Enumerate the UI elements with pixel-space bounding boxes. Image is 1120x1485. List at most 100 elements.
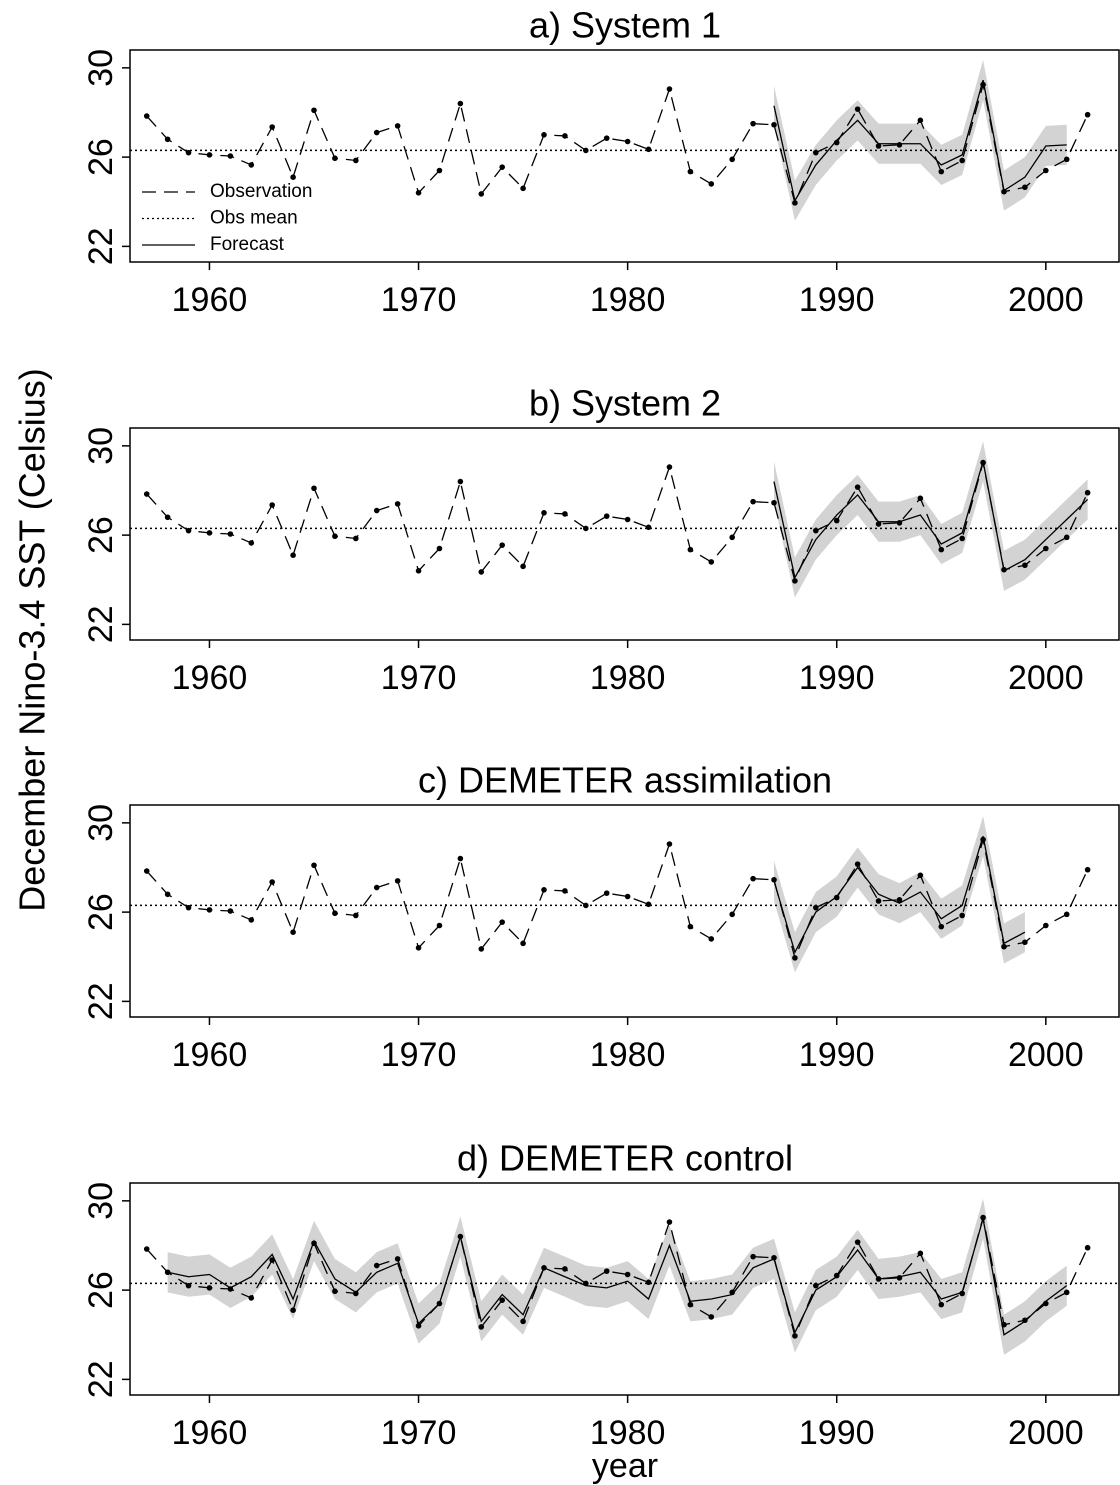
x-tick-label: 1970	[381, 1036, 457, 1074]
plot-area	[130, 60, 1119, 221]
observation-point	[478, 569, 485, 575]
observation-point	[499, 542, 505, 548]
observation-point	[980, 1214, 986, 1221]
observation-point	[750, 120, 756, 127]
x-tick-label: 1980	[590, 659, 666, 697]
observation-point	[1043, 1300, 1049, 1307]
observation-point	[1001, 1321, 1007, 1328]
observation-point	[353, 157, 359, 164]
forecast-spread	[167, 1198, 1067, 1355]
observation-point	[185, 904, 192, 911]
observation-point	[520, 1318, 526, 1325]
observation-point	[394, 501, 401, 507]
observation-point	[457, 100, 464, 107]
observation-point	[1022, 562, 1028, 569]
observation-point	[415, 568, 422, 574]
observation-point	[813, 527, 819, 534]
y-tick-label: 30	[82, 1182, 120, 1220]
observation-point	[332, 910, 338, 917]
observation-point	[541, 1265, 547, 1271]
observation-point	[624, 1271, 631, 1278]
observation-point	[248, 162, 255, 168]
observation-point	[185, 527, 192, 534]
y-tick-label: 26	[82, 138, 120, 176]
observation-point	[771, 1254, 777, 1261]
observation-point	[980, 459, 986, 466]
x-tick-label: 2000	[1008, 281, 1084, 319]
y-tick-label: 26	[82, 893, 120, 931]
panel-title: b) System 2	[529, 383, 721, 424]
observation-point	[311, 1240, 317, 1247]
observation-point	[332, 155, 338, 162]
observation-point	[185, 149, 192, 156]
observation-point	[185, 1282, 192, 1289]
observation-point	[436, 167, 443, 174]
observation-point	[1022, 184, 1028, 191]
observation-point	[792, 955, 798, 961]
observation-point	[583, 902, 589, 909]
observation-point	[792, 1333, 798, 1339]
forecast-spread	[774, 816, 1025, 973]
observation-point	[373, 884, 380, 891]
observation-point	[875, 143, 882, 149]
observation-line	[146, 462, 1089, 583]
observation-point	[854, 1239, 861, 1245]
plot-area	[130, 1198, 1119, 1355]
observation-point	[353, 535, 359, 542]
observation-point	[1001, 566, 1007, 573]
observation-point	[959, 912, 965, 919]
observation-point	[729, 911, 735, 918]
observation-point	[729, 1289, 735, 1296]
y-tick-label: 22	[82, 227, 120, 265]
x-tick-label: 1980	[590, 281, 666, 319]
observation-point	[833, 1272, 840, 1279]
observation-point	[290, 1307, 296, 1313]
observation-point	[562, 1266, 568, 1272]
observation-point	[959, 157, 965, 164]
observation-point	[269, 1257, 275, 1263]
observation-point	[206, 1285, 213, 1291]
observation-point	[645, 146, 652, 153]
x-tick-label: 1990	[799, 281, 875, 319]
observation-point	[750, 1253, 756, 1260]
observation-point	[896, 1275, 903, 1281]
x-tick-label: 1970	[381, 281, 457, 319]
observation-point	[708, 181, 715, 187]
observation-point	[206, 152, 213, 158]
forecast-spread	[774, 60, 1067, 221]
observation-point	[353, 1290, 359, 1297]
observation-point	[583, 525, 589, 532]
observation-point	[792, 578, 798, 584]
observation-point	[373, 1262, 380, 1269]
observation-point	[687, 923, 694, 930]
y-tick-label: 22	[82, 605, 120, 643]
observation-point	[959, 535, 965, 542]
x-tick-label: 1960	[172, 1414, 248, 1452]
observation-point	[666, 464, 673, 470]
observation-point	[541, 510, 547, 516]
observation-point	[645, 901, 652, 908]
observation-point	[206, 530, 213, 536]
observation-point	[875, 898, 882, 904]
observation-point	[143, 868, 150, 874]
observation-point	[833, 139, 840, 146]
observation-point	[248, 917, 255, 923]
observation-point	[1063, 156, 1070, 163]
observation-point	[1084, 1244, 1091, 1251]
observation-point	[1001, 188, 1007, 195]
observation-point	[332, 533, 338, 540]
observation-point	[311, 485, 317, 492]
observation-point	[248, 1295, 255, 1301]
observation-point	[164, 891, 171, 898]
observation-point	[959, 1290, 965, 1297]
observation-point	[1063, 534, 1070, 541]
y-tick-label: 30	[82, 427, 120, 465]
observation-point	[143, 113, 150, 119]
observation-point	[562, 511, 568, 517]
observation-point	[917, 117, 924, 124]
x-tick-label: 1970	[381, 659, 457, 697]
observation-point	[227, 908, 234, 914]
forecast-line	[167, 1218, 1068, 1336]
observation-point	[813, 149, 819, 156]
